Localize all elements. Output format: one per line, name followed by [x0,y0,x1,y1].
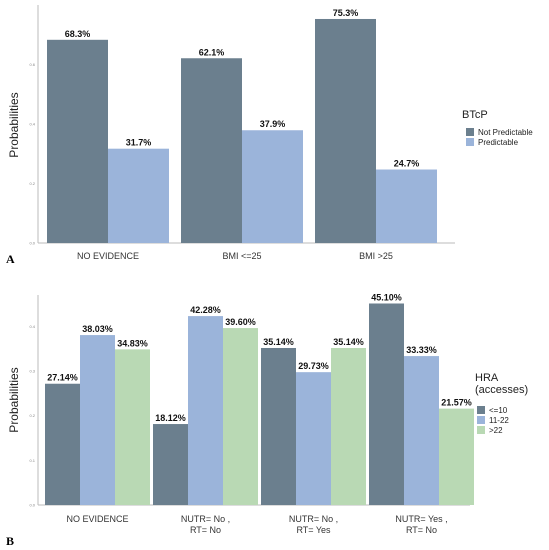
bar [315,18,376,244]
x-category-label: RT= Yes [296,525,331,535]
bar [369,303,404,505]
legend-swatch [466,138,474,146]
bar [188,316,223,505]
y-tick-label: 0.6 [29,62,35,67]
bar [80,335,115,505]
y-tick-label: 0.4 [29,122,35,127]
x-category-label: NUTR= No , [181,514,230,524]
bar-value-label: 29.73% [298,361,329,371]
bar-value-label: 24.7% [394,159,420,169]
legend-item-label: 11-22 [489,416,509,425]
bar [45,383,80,505]
chart-panel-a: 0.0 0.2 0.4 0.6 Probabilities 68.3% 31.7% NO EV… [6,5,533,266]
bar-value-label: 34.83% [117,338,148,348]
y-tick-label: 0.2 [29,413,35,418]
x-category-label: RT= No [406,525,437,535]
bar [439,408,474,505]
x-category-label: BMI <=25 [222,251,261,261]
legend-item-label: Not Predictable [478,128,533,137]
legend-item-label: <=10 [489,406,508,415]
bar [108,148,169,243]
y-tick-label: 0.0 [29,241,35,246]
bar-value-label: 75.3% [333,8,359,18]
bar-value-label: 62.1% [199,47,225,57]
legend-swatch [477,406,485,414]
chart-panel-b: 0.0 0.1 0.2 0.3 0.4 Probabilities 27.14% 38.03%… [6,292,528,548]
y-tick-label: 0.2 [29,181,35,186]
bar-value-label: 45.10% [371,292,402,302]
bar [153,424,188,505]
bar-value-label: 35.14% [333,337,364,347]
bar [223,328,258,505]
legend-swatch [466,128,474,136]
bar-value-label: 33.33% [406,345,437,355]
legend-item-label: Predictable [478,138,519,147]
panel-label: B [6,534,14,548]
x-category-label: NUTR= Yes , [395,514,447,524]
bar-value-label: 27.14% [47,373,78,383]
x-category-label: RT= No [190,525,221,535]
bar-value-label: 68.3% [65,29,91,39]
bar-value-label: 39.60% [225,317,256,327]
x-category-label: BMI >25 [359,251,393,261]
bar-value-label: 37.9% [260,119,286,129]
bar [181,58,242,243]
bar [47,39,108,244]
y-axis-label: Probabilities [7,367,21,432]
legend-title: BTcP [462,109,488,121]
y-tick-label: 0.4 [29,324,35,329]
y-tick-label: 0.1 [29,458,35,463]
bar-value-label: 21.57% [441,398,472,408]
y-tick-label: 0.3 [29,368,35,373]
x-category-label: NO EVIDENCE [77,251,139,261]
x-category-label: NUTR= No , [289,514,338,524]
bar-value-label: 18.12% [155,413,186,423]
bar-value-label: 35.14% [263,337,294,347]
panel-label: A [6,252,15,266]
legend-item-label: >22 [489,426,503,435]
bar-value-label: 31.7% [126,138,152,148]
bar-value-label: 42.28% [190,305,221,315]
x-category-label: NO EVIDENCE [66,514,128,524]
bar [115,349,150,505]
legend-title: HRA [475,372,499,384]
bar [242,130,303,243]
bar-value-label: 38.03% [82,324,113,334]
legend-swatch [477,416,485,424]
bar [404,356,439,505]
bar [296,372,331,505]
bar [376,169,437,243]
legend-swatch [477,426,485,434]
y-tick-label: 0.0 [29,503,35,508]
bar [331,347,366,505]
legend-title: (accesses) [475,384,528,396]
y-axis-label: Probabilities [7,92,21,157]
bar [261,347,296,505]
